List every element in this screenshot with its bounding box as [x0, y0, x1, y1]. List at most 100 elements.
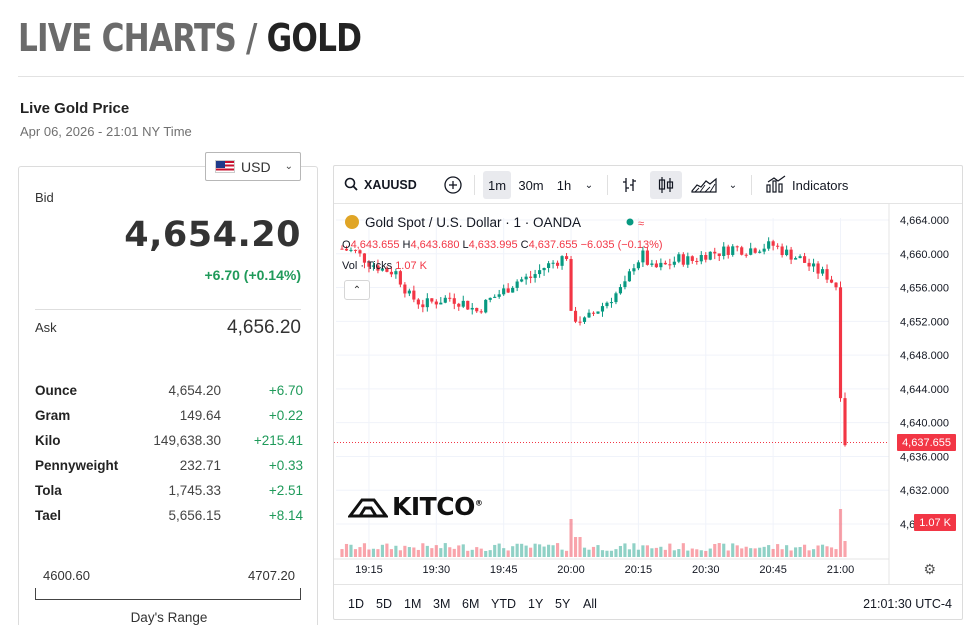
- candle-body: [448, 297, 452, 299]
- range-button-1m[interactable]: 1M: [404, 597, 422, 611]
- volume-bar: [627, 549, 632, 557]
- volume-bar: [488, 550, 492, 557]
- candle-body: [627, 271, 632, 282]
- market-open-dot-icon: [626, 218, 634, 226]
- volume-bar: [479, 548, 483, 557]
- volume-bar: [690, 548, 694, 557]
- volume-bar: [506, 550, 510, 557]
- volume-bar: [776, 544, 780, 557]
- range-button-3m[interactable]: 3M: [433, 597, 451, 611]
- candle-body: [497, 294, 501, 297]
- candle-body: [623, 281, 627, 288]
- interval-dropdown-chevron-icon[interactable]: ⌄: [584, 179, 594, 191]
- interval-1h[interactable]: 1h: [556, 177, 572, 193]
- volume-bar: [515, 543, 519, 557]
- volume-bar: [717, 543, 721, 557]
- interval-1m[interactable]: 1m: [483, 171, 511, 199]
- interval-30m[interactable]: 30m: [518, 177, 544, 193]
- volume-bar: [767, 545, 771, 557]
- unit-change: +6.70: [268, 383, 303, 398]
- range-button-6m[interactable]: 6M: [462, 597, 480, 611]
- candle-body: [749, 248, 753, 255]
- volume-bar: [551, 545, 555, 557]
- volume-bar: [641, 545, 645, 557]
- candle-body: [461, 300, 465, 307]
- volume-legend: Vol · Ticks 1.07 K: [342, 260, 428, 272]
- range-button-1y[interactable]: 1Y: [528, 597, 544, 611]
- range-button-all[interactable]: All: [583, 597, 597, 611]
- volume-bar: [654, 547, 658, 557]
- candle-body: [358, 250, 362, 254]
- y-tick-label: 4,652.000: [900, 316, 949, 328]
- volume-bar: [820, 544, 825, 557]
- candle-body: [663, 262, 667, 265]
- currency-value: USD: [241, 158, 271, 175]
- volume-bar: [497, 543, 501, 557]
- section-title: Live Gold Price: [20, 100, 130, 117]
- candle-body: [416, 299, 420, 305]
- volume-bar: [771, 548, 775, 557]
- ohlc-values: O4,643.655 H4,643.680 L4,633.995 C4,637.…: [342, 239, 663, 251]
- candle-body: [677, 254, 681, 262]
- currency-select[interactable]: USD ⌄: [205, 152, 301, 181]
- chart-widget: 4,664.000 4,660.000 4,656.000 4,652.000 4,64…: [333, 165, 963, 620]
- range-button-5d[interactable]: 5D: [376, 597, 392, 611]
- bid-value: 4,654.20: [124, 215, 301, 255]
- candle-body: [470, 307, 474, 310]
- unit-price: 5,656.15: [168, 508, 221, 523]
- chart-title: Gold Spot / U.S. Dollar · 1 · OANDA: [365, 215, 581, 230]
- collapse-legend-button[interactable]: ⌃: [344, 280, 370, 300]
- range-button-ytd[interactable]: YTD: [491, 597, 516, 611]
- unit-row: Ounce 4,654.20 +6.70: [35, 381, 303, 406]
- range-button-5y[interactable]: 5Y: [555, 597, 571, 611]
- y-tick-label: 4,656.000: [900, 283, 949, 295]
- candle-body: [484, 299, 488, 313]
- volume-bar: [425, 545, 429, 557]
- candle-body: [538, 270, 542, 275]
- candle-body: [753, 248, 757, 253]
- candle-body: [632, 268, 636, 272]
- compare-add-icon[interactable]: [440, 171, 466, 199]
- candle-body: [591, 312, 596, 314]
- symbol-search[interactable]: XAUUSD: [342, 171, 422, 199]
- volume-bar: [645, 545, 649, 557]
- volume-bar: [439, 548, 443, 557]
- y-tick-label: 4,632.000: [900, 485, 949, 497]
- volume-bar: [650, 548, 654, 557]
- volume-bar: [555, 543, 560, 557]
- area-chart-icon[interactable]: [689, 171, 719, 199]
- volume-bar: [371, 548, 376, 557]
- x-tick-label: 20:15: [625, 564, 653, 576]
- candlestick-icon[interactable]: [650, 171, 682, 199]
- volume-bar: [394, 545, 398, 557]
- volume-bar: [816, 545, 820, 557]
- bar-chart-icon[interactable]: [617, 171, 643, 199]
- volume-bar: [398, 550, 402, 557]
- volume-bar: [726, 550, 730, 557]
- candle-body: [443, 297, 447, 303]
- bid-change: +6.70 (+0.14%): [204, 267, 301, 283]
- unit-change: +215.41: [253, 433, 303, 448]
- candle-body: [825, 269, 829, 280]
- candle-body: [573, 310, 578, 322]
- unit-row: Gram 149.64 +0.22: [35, 406, 303, 431]
- indicators-button[interactable]: Indicators: [762, 171, 862, 199]
- volume-bar: [587, 549, 591, 557]
- gold-symbol-icon: [345, 215, 359, 229]
- candle-body: [843, 398, 847, 446]
- volume-bar: [407, 547, 411, 557]
- unit-change: +2.51: [268, 483, 303, 498]
- chart-canvas[interactable]: 4,664.000 4,660.000 4,656.000 4,652.000 4,64…: [334, 166, 962, 584]
- range-button-1d[interactable]: 1D: [348, 597, 364, 611]
- candle-body: [425, 298, 429, 308]
- candle-body: [686, 256, 690, 265]
- chart-settings-gear-icon[interactable]: ⚙: [923, 561, 936, 577]
- chart-toolbar: XAUUSD 1m 30m 1h ⌄ ⌄ Indic: [334, 166, 962, 204]
- kitco-logo: KITCO®: [348, 492, 483, 521]
- chart-type-chevron-icon[interactable]: ⌄: [728, 179, 738, 191]
- candle-body: [641, 250, 645, 263]
- candle-body: [636, 262, 640, 269]
- volume-bar: [470, 549, 474, 557]
- volume-bar: [376, 549, 380, 557]
- x-tick-label: 20:30: [692, 564, 720, 576]
